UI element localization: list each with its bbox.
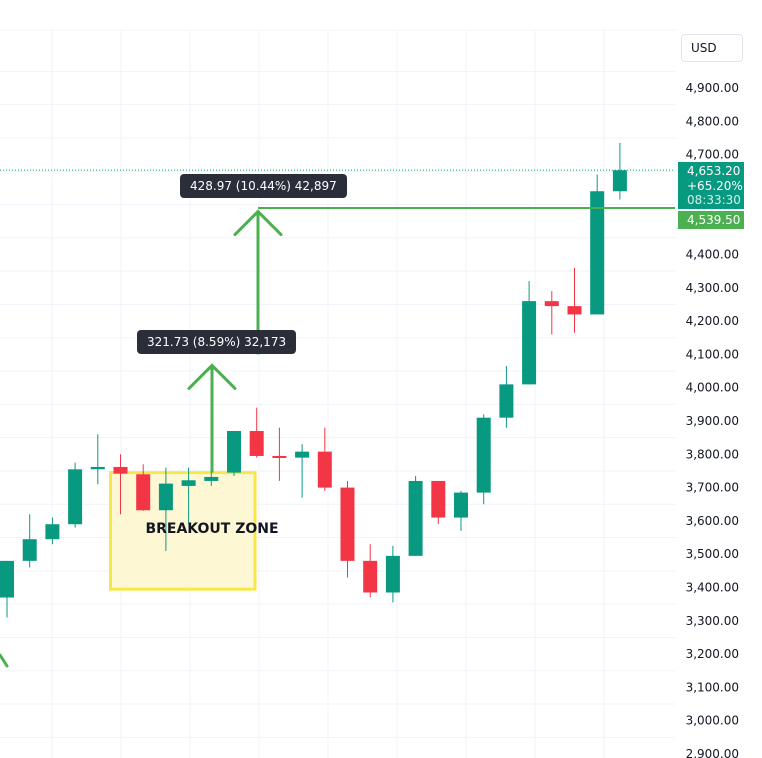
candle-body (0, 560, 14, 598)
candle (45, 517, 60, 545)
candle (590, 174, 605, 315)
candle-body (22, 539, 37, 561)
measure-arrow-head-1 (187, 363, 237, 390)
price-tick-label: 3,800.00 (686, 447, 739, 461)
price-tick-label: 3,400.00 (686, 581, 739, 595)
candle-body (90, 466, 105, 470)
candle (295, 444, 310, 498)
price-tick-label: 4,300.00 (686, 281, 739, 295)
breakout-zone (109, 471, 257, 591)
price-tick-label: 2,900.00 (686, 747, 739, 758)
candle (272, 427, 287, 481)
current-price-change: +65.20% (687, 178, 743, 193)
candle-body (340, 487, 355, 561)
price-tick-label: 4,400.00 (686, 248, 739, 262)
candle (544, 291, 559, 335)
grid-lines (0, 0, 675, 758)
candle (113, 454, 128, 515)
candle-body (68, 469, 83, 525)
price-tick-label: 3,600.00 (686, 514, 739, 528)
price-tick-label: 3,100.00 (686, 680, 739, 694)
candle (158, 467, 173, 551)
candle (612, 142, 627, 200)
candle-body (363, 560, 378, 593)
price-tick-label: 4,900.00 (686, 81, 739, 95)
candle (408, 475, 423, 556)
price-tick-label: 4,800.00 (686, 114, 739, 128)
candle (249, 407, 264, 458)
candle-body (45, 524, 60, 540)
price-tick-label: 3,200.00 (686, 647, 739, 661)
candle-body (249, 430, 264, 456)
candle-body (158, 483, 173, 511)
candle-body (204, 476, 219, 481)
candle (90, 434, 105, 485)
candle-body (385, 555, 400, 593)
candle-body (476, 417, 491, 493)
candle (317, 427, 332, 491)
current-price-value: 4,653.20 (687, 164, 741, 178)
candle-body (136, 474, 151, 511)
price-axis-background (675, 0, 762, 758)
candle (431, 480, 446, 525)
candle (0, 560, 14, 618)
price-tick-label: 4,200.00 (686, 314, 739, 328)
price-tick-label: 3,500.00 (686, 547, 739, 561)
candle-body (295, 451, 310, 458)
horizontal-line-price-tag: 4,539.50 (678, 211, 744, 229)
candle (567, 267, 582, 333)
candle (22, 514, 37, 568)
candle-body (317, 451, 332, 488)
candle-body (567, 306, 582, 315)
candle (385, 545, 400, 603)
candle (181, 467, 196, 525)
measurement-label-2: 428.97 (10.44%) 42,897 (180, 174, 347, 198)
price-tick-label: 3,900.00 (686, 414, 739, 428)
candle-body (544, 301, 559, 307)
price-tick-label: 3,700.00 (686, 481, 739, 495)
candle-body (522, 301, 537, 385)
candle-body (113, 466, 128, 474)
price-tick-label: 3,300.00 (686, 614, 739, 628)
candle (227, 430, 241, 476)
candle-countdown: 08:33:30 (687, 193, 741, 207)
candle-body (612, 170, 627, 192)
candle-body (181, 480, 196, 486)
candle-body (272, 455, 287, 458)
candle (454, 490, 468, 531)
candle (136, 464, 151, 511)
candle-body (431, 480, 446, 518)
breakout-zone-label: BREAKOUT ZONE (145, 521, 279, 537)
candle (476, 414, 491, 505)
edge-drawing-fragment (0, 653, 9, 668)
candle (340, 480, 355, 578)
candle-body (590, 191, 605, 315)
measurement-label-1: 321.73 (8.59%) 32,173 (137, 330, 297, 354)
candle-body (408, 480, 423, 556)
current-price-tag: 4,653.20 +65.20% 08:33:30 (678, 162, 744, 209)
price-tick-label: 4,100.00 (686, 347, 739, 361)
candle (522, 281, 537, 385)
price-tick-label: 4,700.00 (686, 148, 739, 162)
candle (68, 462, 83, 528)
candle (499, 366, 514, 428)
drawing-overlays (0, 169, 675, 668)
price-tick-label: 4,000.00 (686, 381, 739, 395)
measure-arrow-head-2 (233, 209, 283, 237)
candle (363, 544, 378, 598)
candles-layer (0, 142, 627, 618)
candle-body (227, 430, 241, 473)
plot-background (0, 0, 675, 758)
price-axis[interactable]: 4,900.004,800.004,700.004,600.004,500.00… (675, 0, 762, 758)
candle-body (499, 384, 514, 418)
breakout-zone-rect (109, 471, 257, 591)
candle-body (454, 492, 468, 518)
candle (204, 470, 219, 486)
currency-button[interactable]: USD (681, 34, 743, 62)
price-tick-label: 3,000.00 (686, 714, 739, 728)
